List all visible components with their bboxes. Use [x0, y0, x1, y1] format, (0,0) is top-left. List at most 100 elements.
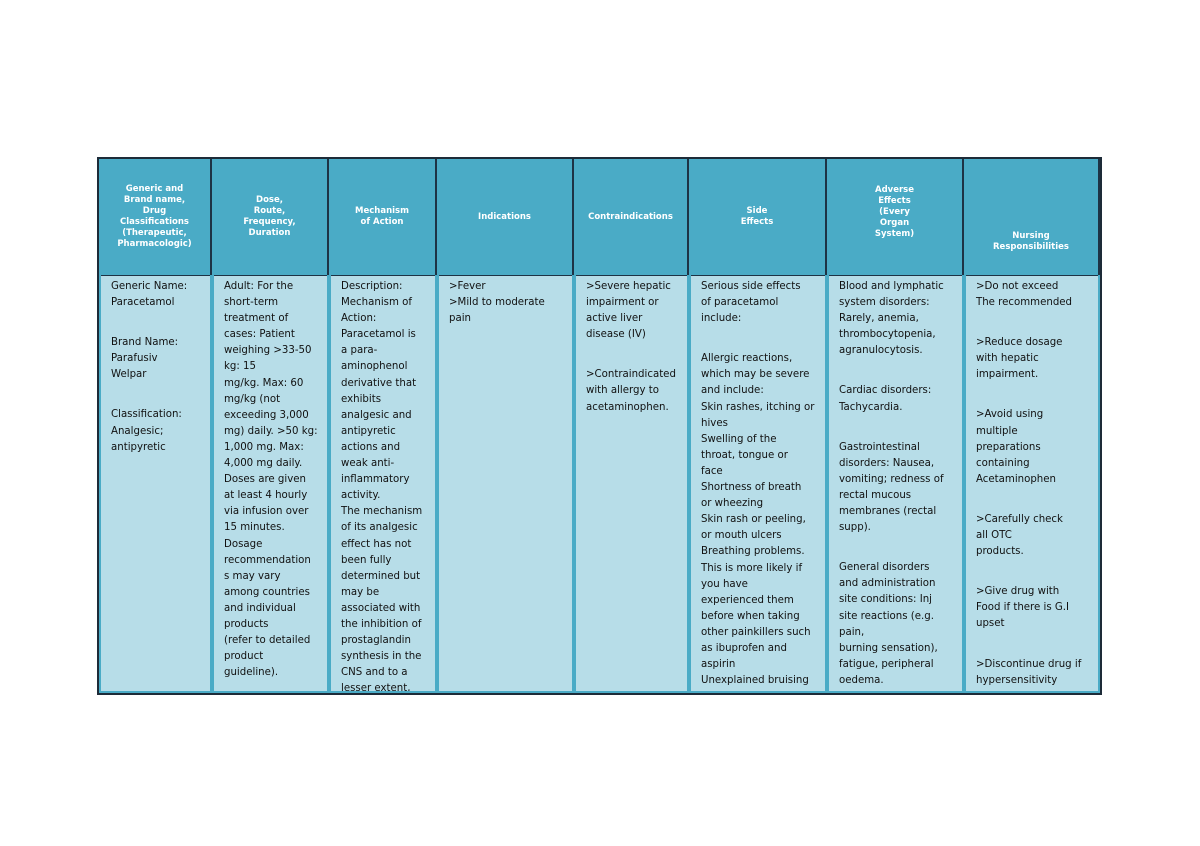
- cell-text: Rarely, anemia,: [839, 313, 919, 325]
- paragraph: >Reduce dosage with hepatic impairment.: [976, 335, 1090, 383]
- cell-text: >Carefully check: [976, 513, 1063, 525]
- cell-text: >Do not exceed: [976, 281, 1059, 292]
- cell-text: disease (IV): [586, 329, 646, 341]
- cell-text: The recommended: [976, 297, 1073, 309]
- header-text: Generic and: [125, 184, 184, 194]
- cell-text: Parafusiv: [111, 353, 158, 365]
- cell-text: Analgesic;: [111, 425, 164, 437]
- cell-text: at least 4 hourly: [224, 490, 308, 502]
- header-text: Drug: [142, 206, 167, 216]
- cell-text: determined but: [341, 570, 421, 582]
- paragraph: Blood and lymphatic system disorders: Rare…: [839, 279, 954, 359]
- cell-text: acetaminophen.: [586, 401, 669, 413]
- paragraph: >Discontinue drug if hypersensitivity: [976, 657, 1090, 689]
- cell-text: throat, tongue or: [701, 449, 788, 461]
- body-cell: >Fever >Mild to moderate pain: [437, 275, 574, 693]
- header-text: Mechanism: [355, 206, 409, 216]
- cell-text: containing: [976, 457, 1030, 469]
- cell-text: include:: [701, 313, 742, 325]
- cell-text: products.: [976, 546, 1024, 558]
- cell-text: Generic Name:: [111, 281, 188, 292]
- paragraph: Serious side effects of paracetamol includ…: [701, 279, 817, 327]
- cell-text: or wheezing: [701, 498, 764, 510]
- cell-text: Gastrointestinal: [839, 441, 920, 453]
- cell-text: Paracetamol: [111, 297, 175, 309]
- cell-text: Doses are given: [224, 474, 306, 486]
- cell-text: Brand Name:: [111, 337, 179, 349]
- body-cell: Generic Name: Paracetamol Brand Name: Paraf…: [99, 275, 212, 693]
- cell-text: Unexplained bruising: [701, 675, 809, 687]
- cell-text: effect has not: [341, 538, 412, 550]
- cell-text: 1,000 mg. Max:: [224, 441, 304, 453]
- cell-text: disorders: Nausea,: [839, 457, 935, 469]
- cell-text: 15 minutes.: [224, 522, 285, 534]
- body-cell: >Do not exceed The recommended >Reduce dos…: [964, 275, 1100, 693]
- header-text: Effects: [740, 217, 774, 227]
- paragraph: Brand Name: Parafusiv Welpar: [111, 335, 202, 383]
- cell-text: Blood and lymphatic: [839, 281, 944, 292]
- cell-text: Welpar: [111, 369, 147, 381]
- header-rule: [99, 274, 1100, 276]
- cell-text: face: [701, 465, 723, 477]
- cell-text: a para-: [341, 345, 378, 357]
- cell-text: aspirin: [701, 659, 736, 671]
- cell-text: derivative that: [341, 377, 417, 389]
- header-text: (Therapeutic,: [122, 228, 187, 238]
- paragraph: Allergic reactions, which may be severe an…: [701, 351, 817, 689]
- cell-text: >Give drug with: [976, 586, 1060, 598]
- cell-text: exhibits: [341, 393, 382, 405]
- cell-text: fatigue, peripheral: [839, 658, 934, 670]
- cell-text: been fully: [341, 554, 392, 566]
- cell-text: and include:: [701, 385, 764, 397]
- cell-text: Skin rashes, itching or: [701, 401, 815, 413]
- cell-text: weighing >33-50: [224, 345, 312, 357]
- cell-text: synthesis in the: [341, 651, 422, 663]
- cell-text: multiple: [976, 425, 1018, 437]
- cell-text: Breathing problems.: [701, 546, 805, 558]
- cell-text: s may vary: [224, 570, 281, 582]
- header-text: Effects: [878, 196, 911, 206]
- header-text: Classifications: [120, 217, 189, 227]
- cell-text: associated with: [341, 602, 421, 614]
- cell-text: the inhibition of: [341, 618, 422, 630]
- paragraph: >Give drug with Food if there is G.I upset: [976, 584, 1090, 632]
- paragraph: General disorders and administration site …: [839, 560, 954, 689]
- cell-text: thrombocytopenia,: [839, 329, 936, 341]
- cell-text: system disorders:: [839, 297, 930, 309]
- cell-text: CNS and to a: [341, 667, 408, 679]
- cell-text: Allergic reactions,: [701, 353, 793, 365]
- header-text: (Every: [879, 207, 910, 217]
- body-cell: Serious side effects of paracetamol includ…: [689, 275, 827, 693]
- body-cell: Blood and lymphatic system disorders: Rare…: [827, 275, 964, 693]
- cell-text: burning sensation),: [839, 642, 938, 654]
- cell-text: of paracetamol: [701, 297, 779, 309]
- cell-text: before when taking: [701, 610, 800, 622]
- header-cell: Side Effects: [689, 159, 827, 275]
- cell-text: The mechanism: [341, 506, 423, 518]
- cell-text: General disorders: [839, 562, 930, 574]
- header-text: Indications: [478, 211, 531, 222]
- paragraph: Gastrointestinal disorders: Nausea, vomiti…: [839, 440, 954, 537]
- cell-text: antipyretic: [111, 441, 166, 453]
- header-text: Dose,: [256, 195, 283, 205]
- header-text: Organ: [879, 218, 910, 228]
- cell-text: hives: [701, 417, 728, 429]
- cell-text: Skin rash or peeling,: [701, 514, 806, 526]
- header-text: Side: [746, 206, 768, 216]
- cell-text: activity.: [341, 490, 381, 502]
- body-cell: Adult: For the short-term treatment of case…: [212, 275, 329, 693]
- cell-text: mg) daily. >50 kg:: [224, 425, 318, 437]
- cell-text: active liver: [586, 313, 643, 325]
- paragraph: >Carefully check all OTC products.: [976, 512, 1090, 560]
- cell-text: Shortness of breath: [701, 482, 802, 494]
- cell-text: as ibuprofen and: [701, 642, 787, 654]
- cell-text: Mechanism of: [341, 297, 412, 309]
- cell-text: pain,: [839, 626, 865, 638]
- cell-text: upset: [976, 618, 1005, 630]
- cell-text: other painkillers such: [701, 626, 811, 638]
- cell-text: 4,000 mg daily.: [224, 458, 303, 470]
- cell-text: weak anti-: [341, 458, 395, 470]
- body-cell: Description: Mechanism of Action: Paracetam…: [329, 275, 437, 693]
- cell-text: with hepatic: [976, 353, 1039, 365]
